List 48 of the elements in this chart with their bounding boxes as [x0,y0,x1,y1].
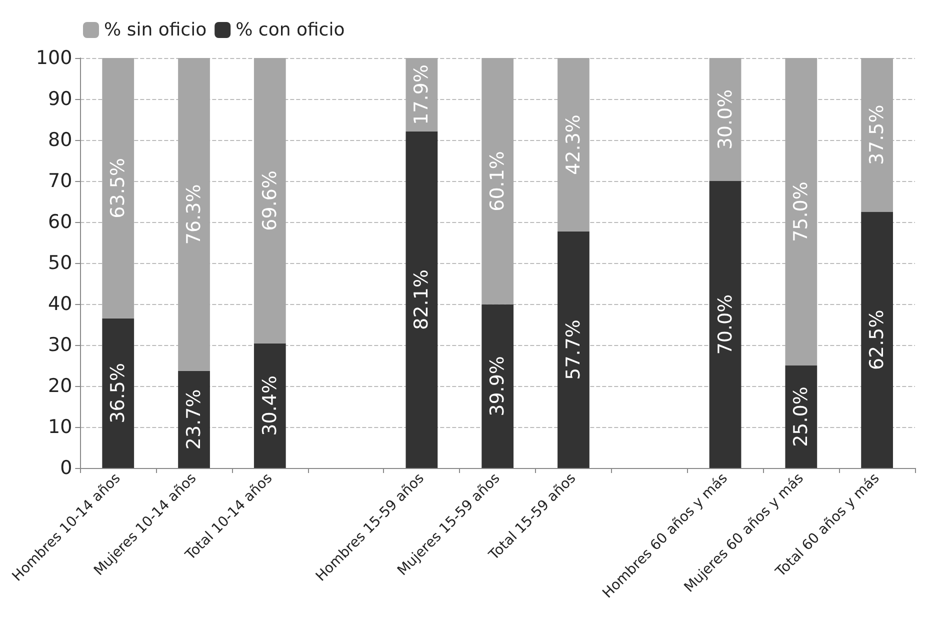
y-tick-label: 90 [48,88,72,110]
bar [709,58,742,181]
bar [785,366,818,468]
bar [482,304,514,468]
bar [709,181,742,468]
bar [102,318,134,468]
bar [482,58,514,304]
data-label: 36.5% [107,362,130,424]
y-tick-label: 80 [48,129,72,151]
data-label: 62.5% [866,310,888,370]
bar [406,131,438,468]
y-tick-label: 30 [48,334,72,356]
bar [102,58,134,318]
data-label: 23.7% [183,389,206,450]
y-tick-label: 50 [48,252,72,274]
y-tick-label: 20 [48,375,72,397]
data-label: 25.0% [790,386,812,447]
data-label: 30.4% [258,376,281,436]
y-tick-label: 40 [48,293,72,315]
bar [254,343,286,468]
data-label: 37.5% [866,104,888,166]
y-tick-label: 60 [48,211,72,233]
data-label: 57.7% [562,320,584,380]
data-label: 69.6% [258,170,281,231]
bar [178,370,210,468]
data-label: 17.9% [410,64,433,125]
bar [254,58,286,344]
bar [558,58,590,232]
data-label: 30.0% [714,89,736,150]
bar [785,58,818,366]
data-label: 75.0% [790,182,812,242]
y-tick-label: 100 [36,47,72,69]
y-tick-label: 0 [60,457,72,479]
data-label: 82.1% [410,270,433,330]
y-tick-label: 70 [48,170,72,192]
legend-label: % sin oficio [104,20,207,40]
bar [178,58,210,371]
y-tick-label: 10 [48,416,72,438]
data-label: 60.1% [486,151,509,212]
data-label: 39.9% [486,356,509,416]
bar [558,231,590,468]
data-label: 42.3% [562,114,584,175]
data-label: 70.0% [714,294,736,355]
legend-label: % con oficio [236,20,345,40]
data-label: 63.5% [107,158,130,218]
bar [861,58,893,212]
data-label: 76.3% [183,184,206,245]
bar [861,212,893,468]
